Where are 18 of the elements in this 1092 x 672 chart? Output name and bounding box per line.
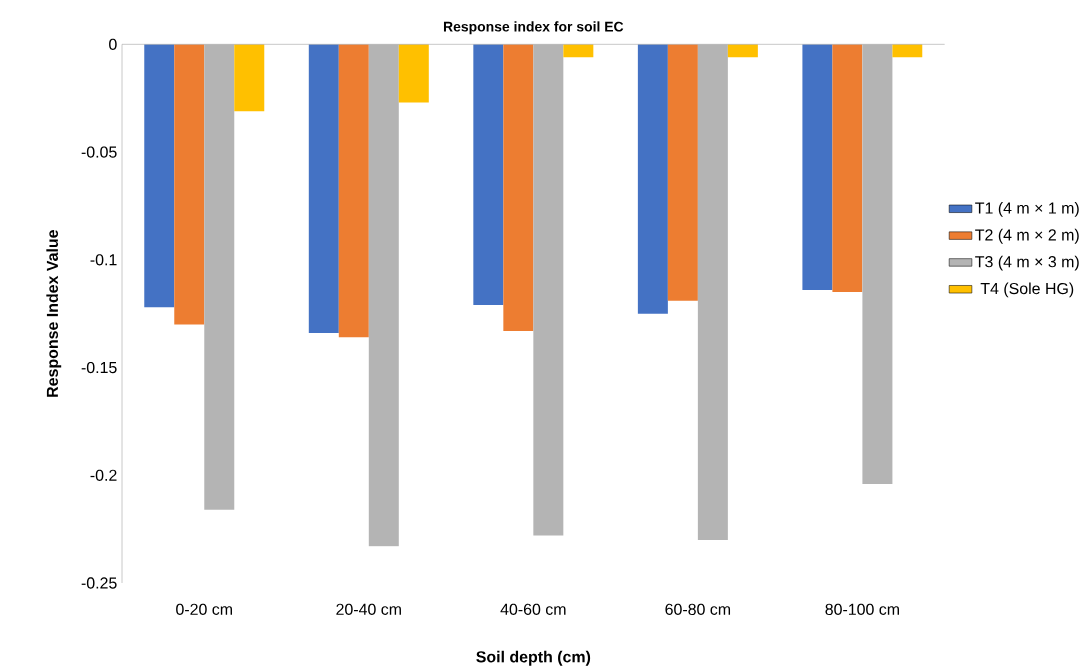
legend-label: T1 (4 m × 1 m) xyxy=(975,202,1079,217)
y-tick-label: 0 xyxy=(109,38,117,50)
legend-label: T4 (Sole HG) xyxy=(980,282,1074,298)
x-tick-label: 80-100 cm xyxy=(825,603,899,615)
x-axis-title: Soil depth (cm) xyxy=(476,650,591,666)
y-tick-label: -0.15 xyxy=(81,361,117,374)
legend-label: T2 (4 m × 2 m) xyxy=(975,228,1079,244)
chart-title: Response index for soil EC xyxy=(443,21,624,35)
x-tick-label: 20-40 cm xyxy=(336,603,401,615)
y-tick-label: -0.25 xyxy=(81,577,117,589)
x-tick-label: 0-20 cm xyxy=(176,603,232,615)
y-tick-label: -0.1 xyxy=(90,254,117,266)
y-tick-label: -0.05 xyxy=(81,146,117,158)
x-tick-label: 60-80 cm xyxy=(665,603,731,615)
y-axis-title: Response Index Value xyxy=(46,230,62,397)
y-tick-label: -0.2 xyxy=(90,469,117,481)
x-tick-label: 40-60 cm xyxy=(500,603,566,615)
legend-label: T3 (4 m × 3 m) xyxy=(975,255,1079,271)
